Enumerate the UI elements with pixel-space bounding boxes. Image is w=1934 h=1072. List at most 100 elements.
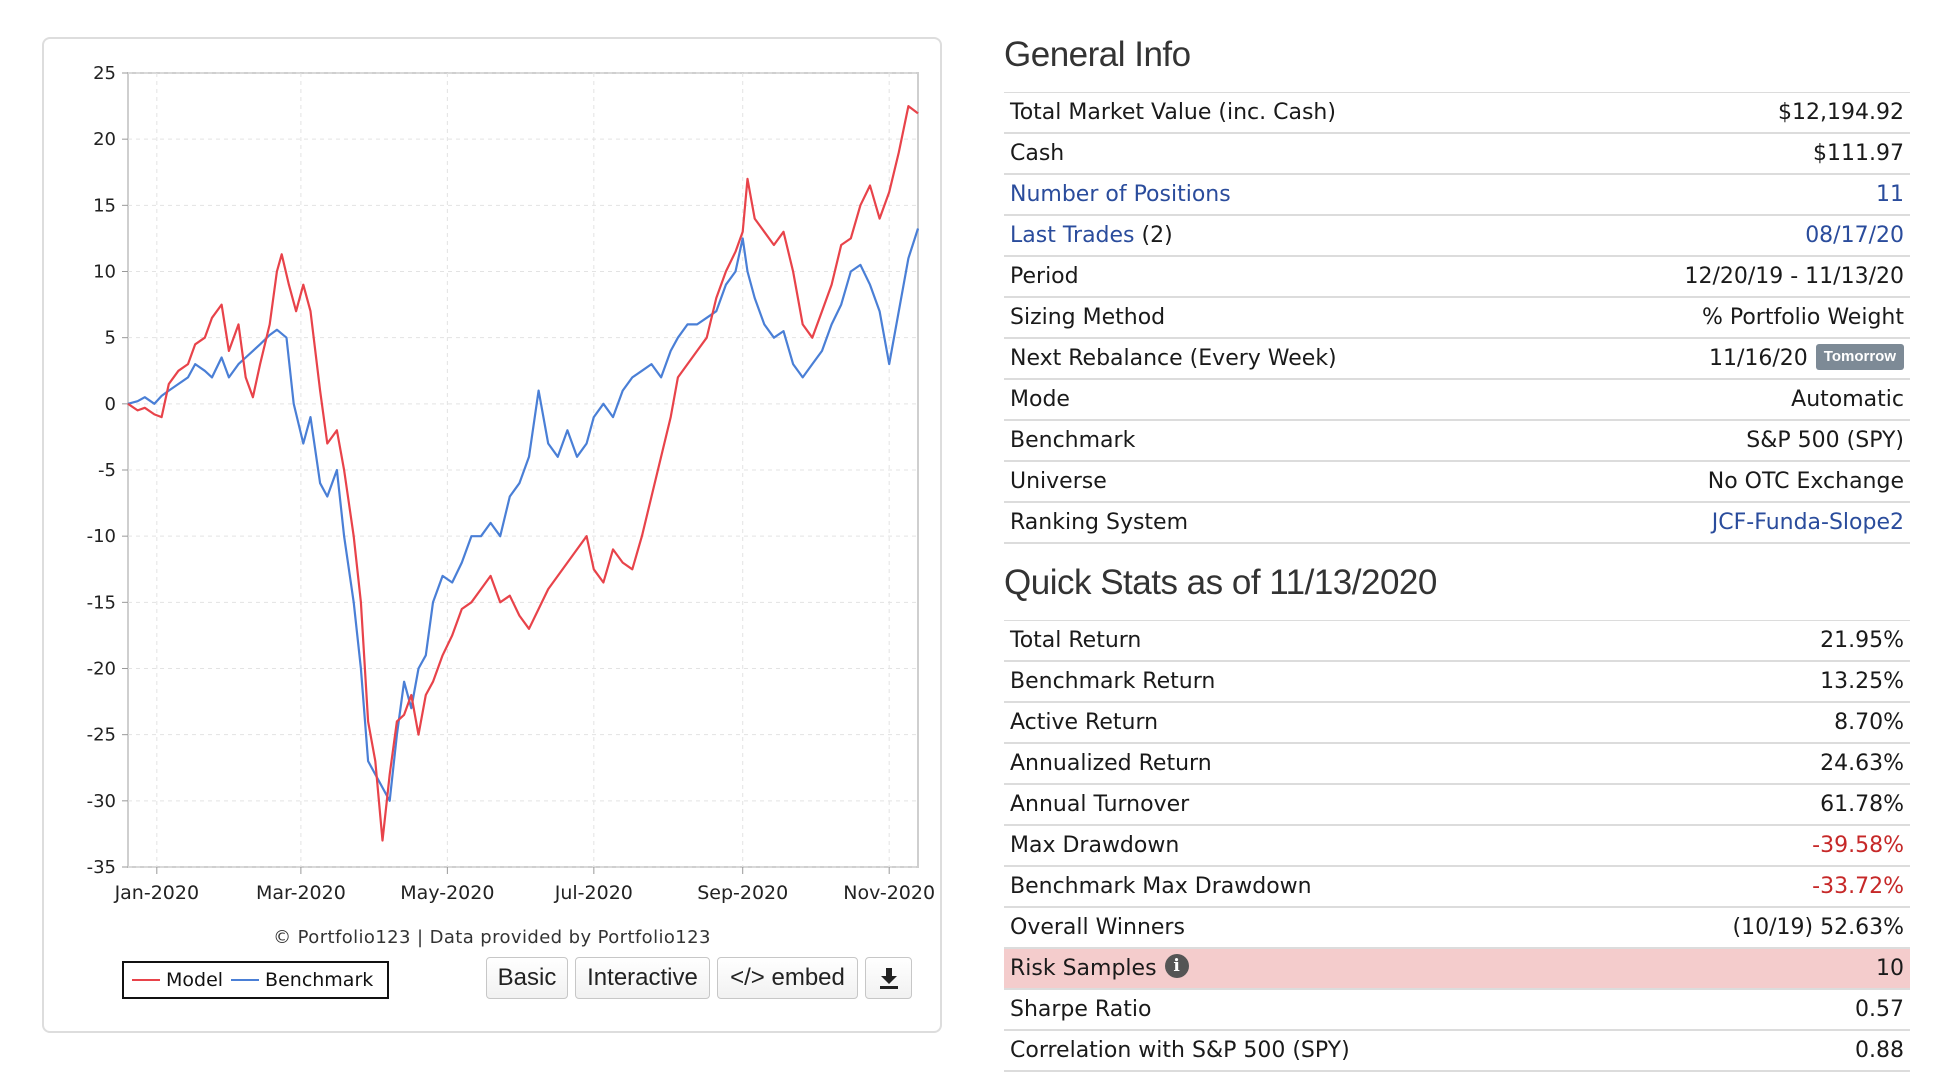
- row-label: Next Rebalance (Every Week): [1004, 338, 1543, 380]
- x-tick-label: Jan-2020: [114, 882, 200, 904]
- table-row-risk-samples: Risk Samples i 10: [1004, 948, 1910, 990]
- table-row: Total Market Value (inc. Cash) $12,194.9…: [1004, 92, 1910, 134]
- quick-stats-table: Total Return 21.95% Benchmark Return 13.…: [1004, 620, 1910, 1072]
- chart-legend: Model Benchmark: [122, 961, 389, 999]
- embed-chart-button[interactable]: </> embed: [717, 957, 858, 999]
- table-row: Cash $111.97: [1004, 133, 1910, 175]
- y-tick-label: 0: [105, 394, 116, 415]
- row-label: Mode: [1004, 379, 1543, 421]
- row-value: 8.70%: [1599, 702, 1910, 744]
- row-label: Active Return: [1004, 702, 1600, 744]
- next-rebalance-value: 11/16/20 Tomorrow: [1542, 338, 1910, 380]
- row-label: Total Market Value (inc. Cash): [1004, 92, 1543, 134]
- table-row: Annualized Return 24.63%: [1004, 743, 1910, 785]
- row-label: Annual Turnover: [1004, 784, 1600, 826]
- row-label: Cash: [1004, 133, 1543, 175]
- download-icon: [879, 968, 898, 989]
- row-label: Sizing Method: [1004, 297, 1543, 339]
- table-row: Period 12/20/19 - 11/13/20: [1004, 256, 1910, 298]
- risk-samples-cell: Risk Samples i: [1004, 948, 1600, 990]
- y-tick-label: -35: [87, 857, 116, 878]
- x-tick-label: Mar-2020: [256, 882, 346, 904]
- row-value: 21.95%: [1599, 620, 1910, 662]
- row-value: S&P 500 (SPY): [1542, 420, 1910, 462]
- row-value: -39.58%: [1599, 825, 1910, 867]
- row-value: 0.57: [1599, 989, 1910, 1031]
- x-tick-label: Sep-2020: [697, 882, 788, 904]
- last-trades-date-link[interactable]: 08/17/20: [1542, 215, 1910, 257]
- series-line-model: [127, 105, 919, 842]
- y-tick-label: 20: [93, 129, 116, 150]
- y-tick-label: -25: [87, 725, 116, 746]
- row-label: Overall Winners: [1004, 907, 1600, 949]
- y-tick-label: -30: [87, 791, 116, 812]
- row-label: Sharpe Ratio: [1004, 989, 1600, 1031]
- ranking-system-link[interactable]: JCF-Funda-Slope2: [1542, 502, 1910, 544]
- number-of-positions-value-link[interactable]: 11: [1542, 174, 1910, 216]
- legend-label-model: Model: [166, 969, 224, 991]
- table-row: Next Rebalance (Every Week) 11/16/20 Tomo…: [1004, 338, 1910, 380]
- row-value: 11/16/20: [1708, 346, 1808, 371]
- y-tick-label: -15: [87, 592, 116, 613]
- y-tick-label: -5: [98, 460, 116, 481]
- x-tick-label: Nov-2020: [843, 882, 935, 904]
- row-label: Benchmark Return: [1004, 661, 1600, 703]
- row-label: Risk Samples: [1010, 956, 1157, 981]
- legend-swatch-model: [132, 979, 160, 981]
- table-row: Active Return 8.70%: [1004, 702, 1910, 744]
- table-row: Benchmark Return 13.25%: [1004, 661, 1910, 703]
- row-label: Universe: [1004, 461, 1543, 503]
- row-value: $12,194.92: [1542, 92, 1910, 134]
- download-chart-button[interactable]: [865, 957, 912, 999]
- x-tick-label: May-2020: [400, 882, 494, 904]
- info-icon[interactable]: i: [1164, 954, 1189, 978]
- performance-chart: 25 20 15 10 5 0 -5 -10 -15 -20 -25 -30 -35 Jan-2020 Ma…: [87, 63, 935, 904]
- row-label: Annualized Return: [1004, 743, 1600, 785]
- legend-swatch-benchmark: [231, 979, 260, 981]
- row-label: Ranking System: [1004, 502, 1543, 544]
- number-of-positions-link[interactable]: Number of Positions: [1004, 174, 1543, 216]
- row-value: No OTC Exchange: [1542, 461, 1910, 503]
- row-label: Period: [1004, 256, 1543, 298]
- row-label: Correlation with S&P 500 (SPY): [1004, 1030, 1600, 1072]
- table-row: Benchmark S&P 500 (SPY): [1004, 420, 1910, 462]
- quick-stats-title: Quick Stats as of 11/13/2020: [1004, 563, 1437, 602]
- general-info-title: General Info: [1004, 35, 1191, 74]
- row-label: Total Return: [1004, 620, 1600, 662]
- x-tick-label: Jul-2020: [554, 882, 633, 904]
- table-row: Total Return 21.95%: [1004, 620, 1910, 662]
- table-row: Mode Automatic: [1004, 379, 1910, 421]
- row-value: -33.72%: [1599, 866, 1910, 908]
- row-value: 61.78%: [1599, 784, 1910, 826]
- legend-label-benchmark: Benchmark: [265, 969, 374, 991]
- stats-panel: General Info Total Market Value (inc. Ca…: [1004, 30, 1910, 1072]
- last-trades-link[interactable]: Last Trades: [1010, 223, 1135, 248]
- chart-card: 25 20 15 10 5 0 -5 -10 -15 -20 -25 -30 -35 Jan-2020 Ma…: [42, 37, 942, 1033]
- last-trades-count: (2): [1141, 223, 1173, 248]
- general-info-table: Total Market Value (inc. Cash) $12,194.9…: [1004, 92, 1910, 544]
- row-value: 12/20/19 - 11/13/20: [1542, 256, 1910, 298]
- row-value: 10: [1599, 948, 1910, 990]
- y-tick-label: 15: [93, 195, 116, 216]
- row-label: Benchmark Max Drawdown: [1004, 866, 1600, 908]
- row-label: Benchmark: [1004, 420, 1543, 462]
- y-tick-label: 25: [93, 63, 116, 84]
- row-value: $111.97: [1542, 133, 1910, 175]
- row-value: (10/19) 52.63%: [1599, 907, 1910, 949]
- table-row: Benchmark Max Drawdown -33.72%: [1004, 866, 1910, 908]
- table-row: Sizing Method % Portfolio Weight: [1004, 297, 1910, 339]
- basic-chart-button[interactable]: Basic: [486, 957, 568, 999]
- table-row: Ranking System JCF-Funda-Slope2: [1004, 502, 1910, 544]
- row-value: 24.63%: [1599, 743, 1910, 785]
- table-row: Overall Winners (10/19) 52.63%: [1004, 907, 1910, 949]
- table-row: Number of Positions 11: [1004, 174, 1910, 216]
- y-tick-label: 10: [93, 262, 116, 283]
- y-tick-label: 5: [105, 328, 116, 349]
- interactive-chart-button[interactable]: Interactive: [575, 957, 710, 999]
- row-label: Max Drawdown: [1004, 825, 1600, 867]
- row-value: 13.25%: [1599, 661, 1910, 703]
- series-line-benchmark: [127, 228, 920, 802]
- last-trades-cell: Last Trades (2): [1004, 215, 1543, 257]
- table-row: Correlation with S&P 500 (SPY) 0.88: [1004, 1030, 1910, 1072]
- table-row: Max Drawdown -39.58%: [1004, 825, 1910, 867]
